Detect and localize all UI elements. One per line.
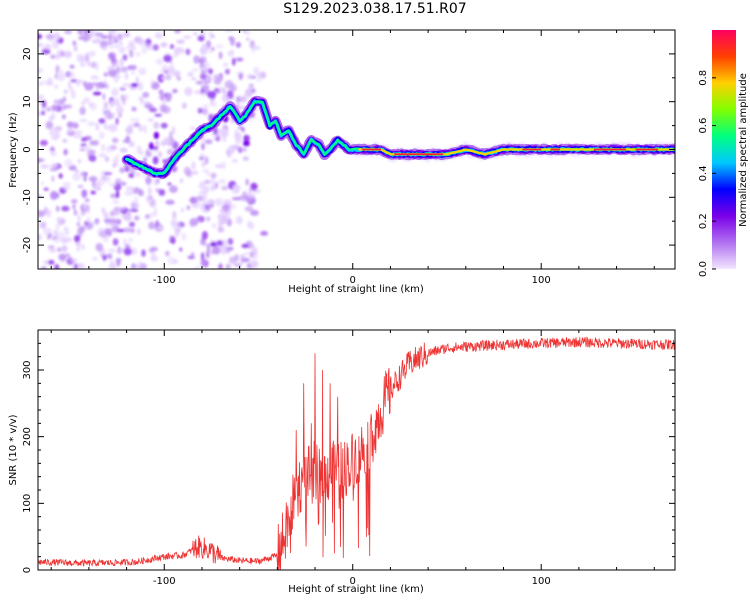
y-tick-label: -20 — [22, 237, 33, 253]
snr-series-line — [38, 336, 675, 570]
x-tick-label: -100 — [153, 576, 176, 587]
y-tick-label: 10 — [22, 95, 33, 108]
ridge-layer-1 — [123, 97, 675, 178]
ridge-layer-3 — [125, 99, 675, 176]
chart-title: S129.2023.038.17.51.R07 — [283, 1, 467, 17]
x-tick-label: 0 — [350, 275, 356, 286]
x-tick-label: -100 — [153, 275, 176, 286]
y-tick-label: -10 — [22, 189, 33, 205]
y-tick-label: 200 — [22, 427, 33, 446]
colorbar-tick-label: 0.4 — [698, 165, 709, 181]
colorbar-gradient — [712, 30, 736, 269]
snr-x-axis-label: Height of straight line (km) — [288, 584, 424, 595]
colorbar-tick-label: 0.8 — [698, 70, 709, 86]
spectrogram-x-axis-label: Height of straight line (km) — [288, 284, 424, 295]
y-tick-label: 0 — [22, 567, 33, 573]
spectrogram-ridge — [121, 95, 675, 180]
ridge-layer-0 — [121, 95, 675, 180]
spectrogram-y-axis-label: Frequency (Hz) — [8, 112, 19, 188]
y-tick-label: 100 — [22, 494, 33, 513]
colorbar: 0.0 0.2 0.4 0.6 0.8 Normalized spectral ampl… — [698, 30, 749, 277]
ridge-layer-4 — [125, 100, 675, 176]
colorbar-label: Normalized spectral amplitude — [738, 73, 749, 227]
spectrogram-heatmap — [38, 30, 675, 269]
y-tick-label: 0 — [22, 146, 33, 152]
colorbar-tick-label: 0.2 — [698, 213, 709, 229]
colorbar-ticks: 0.0 0.2 0.4 0.6 0.8 — [698, 70, 716, 277]
snr-y-axis-label: SNR (10 * v/v) — [8, 414, 19, 485]
colorbar-tick-label: 0.6 — [698, 118, 709, 134]
y-tick-label: 300 — [22, 360, 33, 379]
x-tick-label: 100 — [532, 576, 551, 587]
x-tick-label: 100 — [532, 275, 551, 286]
colorbar-tick-label: 0.0 — [698, 261, 709, 277]
snr-ticks: -100 0 100 0 100 200 300 — [22, 329, 675, 587]
y-tick-label: 20 — [22, 48, 33, 61]
snr-panel: -100 0 100 0 100 200 300 Height of straight li… — [8, 329, 676, 595]
ridge-layer-2 — [124, 98, 675, 177]
x-tick-label: 0 — [350, 576, 356, 587]
snr-frame — [37, 329, 676, 571]
